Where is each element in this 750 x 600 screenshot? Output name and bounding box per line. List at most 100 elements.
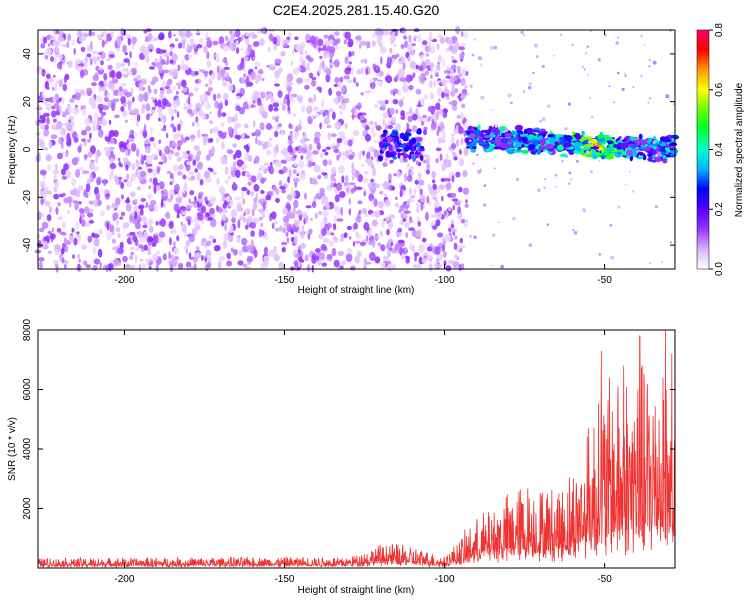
spectrogram-cell	[450, 133, 456, 137]
spectrogram-cell	[647, 153, 653, 157]
spectrogram-cell	[65, 169, 72, 179]
spectrogram-cell	[138, 244, 144, 249]
spectrogram-cell	[62, 83, 67, 92]
spectrogram-cell	[220, 156, 228, 165]
spectrogram-cell	[348, 154, 354, 160]
spectrogram-cell	[173, 33, 176, 37]
spectrogram-xlabel: Height of straight line (km)	[298, 285, 415, 296]
spectrogram-cell	[381, 144, 388, 149]
spectrogram-cell	[482, 203, 487, 207]
spectrogram-cell	[508, 137, 512, 143]
spectrogram-cell	[278, 261, 285, 271]
spectrogram-cell	[304, 192, 307, 200]
spectrogram-cell	[180, 64, 185, 70]
spectrogram-cell	[394, 196, 398, 200]
spectrogram-cell	[194, 154, 201, 162]
spectrogram-cell	[46, 214, 52, 222]
spectrogram-cell	[158, 237, 163, 243]
spectrogram-cell	[151, 169, 158, 176]
spectrogram-cell	[246, 189, 251, 196]
spectrogram-cell	[113, 258, 119, 267]
spectrogram-cell	[493, 146, 502, 150]
spectrogram-cell	[190, 175, 196, 181]
spectrogram-cell	[297, 145, 303, 154]
spectrogram-cell	[368, 146, 375, 153]
spectrogram-cell	[108, 80, 115, 84]
spectrogram-cell	[277, 90, 283, 98]
spectrogram-ytick-label: 40	[22, 48, 33, 60]
spectrogram-cell	[533, 127, 540, 131]
spectrogram-ytick-label: -40	[22, 237, 33, 252]
spectrogram-cell	[187, 96, 191, 105]
spectrogram-cell	[84, 154, 87, 161]
spectrogram-cell	[447, 37, 453, 46]
spectrogram-cell	[321, 172, 328, 176]
spectrogram-cell	[245, 171, 250, 177]
spectrogram-cell	[353, 77, 356, 84]
spectrogram-cell	[372, 219, 378, 227]
spectrogram-cell	[392, 140, 396, 144]
spectrogram-cell	[363, 257, 368, 266]
spectrogram-cell	[609, 224, 613, 227]
spectrogram-cell	[54, 180, 59, 189]
spectrogram-cell	[129, 255, 134, 261]
colorbar-label: Normalized spectral amplitude	[734, 82, 745, 217]
spectrogram-cell	[334, 76, 340, 84]
spectrogram-cell	[234, 134, 241, 139]
spectrogram-cell	[287, 110, 292, 115]
spectrogram-cell	[338, 191, 346, 198]
spectrogram-cell	[410, 170, 414, 176]
spectrogram-cell	[416, 206, 420, 214]
spectrogram-cell	[375, 27, 382, 37]
spectrogram-cell	[131, 36, 137, 45]
spectrogram-cell	[460, 93, 467, 99]
spectrogram-cell	[330, 173, 336, 182]
spectrogram-cell	[242, 101, 249, 110]
spectrogram-cell	[439, 153, 443, 161]
spectrogram-cell	[83, 189, 88, 198]
spectrogram-cell	[223, 66, 230, 70]
spectrogram-cell	[390, 116, 397, 124]
spectrogram-cell	[672, 138, 674, 141]
spectrogram-cell	[300, 230, 305, 239]
spectrogram-cell	[383, 157, 388, 162]
spectrogram-cell	[514, 124, 524, 132]
spectrogram-cell	[316, 142, 321, 151]
spectrogram-cell	[272, 115, 277, 121]
spectrogram-cell	[648, 58, 651, 62]
spectrogram-cell	[80, 46, 86, 53]
spectrogram-cell	[39, 181, 42, 187]
spectrogram-cell	[495, 136, 502, 142]
spectrogram-cell	[157, 99, 162, 109]
spectrogram-cell	[122, 44, 127, 54]
spectrogram-cell	[252, 201, 258, 211]
spectrogram-cell	[188, 54, 193, 59]
spectrogram-cell	[253, 184, 260, 192]
spectrogram-cell	[254, 77, 258, 82]
spectrogram-cell	[456, 201, 461, 206]
spectrogram-cell	[200, 255, 204, 261]
spectrogram-cell	[87, 190, 91, 198]
spectrogram-cell	[75, 168, 81, 178]
spectrogram-cell	[326, 124, 332, 129]
spectrogram-cell	[631, 190, 635, 193]
spectrogram-cell	[434, 200, 440, 208]
spectrogram-cell	[147, 218, 154, 226]
spectrogram-cell	[463, 130, 467, 137]
spectrogram-cell	[288, 32, 292, 37]
spectrogram-cell	[321, 99, 325, 108]
spectrogram-cell	[77, 263, 81, 272]
spectrogram-cell	[344, 123, 349, 129]
spectrogram-cell	[379, 46, 387, 55]
spectrogram-cell	[97, 56, 100, 62]
spectrogram-cell	[250, 175, 257, 183]
spectrogram-cell	[626, 149, 633, 157]
spectrogram-cell	[417, 172, 422, 181]
spectrogram-cell	[173, 85, 176, 91]
spectrogram-cell	[134, 198, 139, 203]
spectrogram-cell	[119, 86, 123, 92]
spectrogram-cell	[253, 95, 257, 99]
spectrogram-cell	[333, 59, 340, 68]
spectrogram-cell	[426, 118, 431, 122]
spectrogram-cell	[304, 50, 308, 55]
